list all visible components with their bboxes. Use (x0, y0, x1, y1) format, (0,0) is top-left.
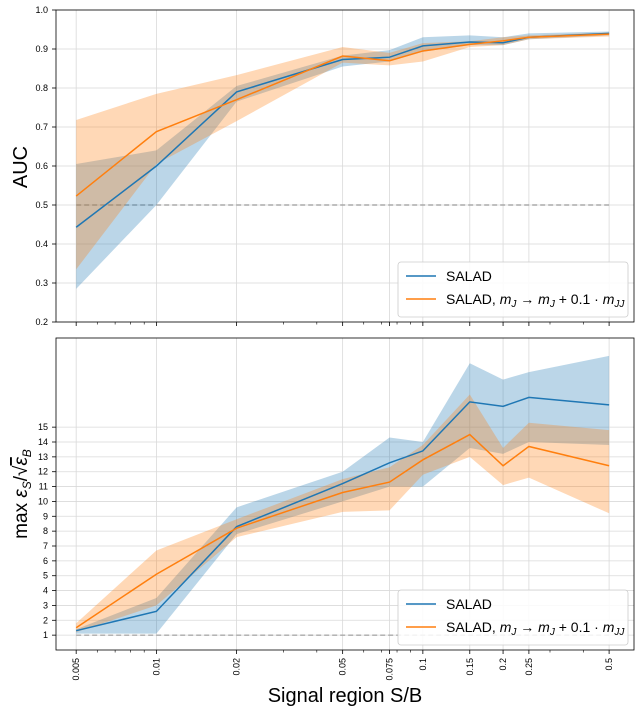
y-tick-label: 14 (38, 437, 48, 447)
x-tick-label: 0.2 (498, 658, 508, 671)
x-tick-label: 0.1 (418, 658, 428, 671)
auc-legend-label-salad: SALAD (446, 268, 492, 284)
auc-legend-label-salad-shifted: SALAD, mJ → mJ + 0.1 · mJJ (446, 291, 625, 310)
y-tick-label: 12 (38, 467, 48, 477)
auc-panel: 0.2 0.3 0.4 0.5 0.6 0.7 0.8 0.9 1.0 AUC SALAD SA… (10, 5, 635, 327)
uncertainty-band-1 (76, 32, 610, 270)
significance-legend-label-salad-shifted: SALAD, mJ → mJ + 0.1 · mJJ (446, 619, 625, 638)
y-tick-label: 13 (38, 452, 48, 462)
y-tick-label: 8 (43, 526, 48, 536)
y-tick-label: 4 (43, 586, 48, 596)
y-tick-label: 0.5 (35, 200, 48, 210)
y-tick-label: 11 (39, 482, 48, 492)
x-tick-label: 0.01 (151, 658, 161, 676)
y-tick-label: 0.7 (35, 122, 48, 132)
y-tick-label: 5 (43, 571, 48, 581)
auc-y-ticks: 0.2 0.3 0.4 0.5 0.6 0.7 0.8 0.9 1.0 (35, 5, 56, 327)
uncertainty-band-0 (76, 355, 610, 634)
x-tick-label: 0.05 (338, 658, 348, 676)
series-line-1 (75, 433, 610, 629)
y-tick-label: 3 (43, 600, 48, 610)
y-tick-label: 0.2 (35, 317, 48, 327)
y-tick-label: 0.3 (35, 278, 48, 288)
auc-bands (76, 31, 610, 289)
y-tick-label: 9 (43, 511, 48, 521)
y-tick-label: 6 (43, 556, 48, 566)
y-tick-label: 15 (38, 422, 48, 432)
auc-grid (56, 9, 634, 323)
x-tick-label: 0.075 (385, 658, 395, 681)
auc-x-ticks (75, 322, 610, 326)
auc-lines (75, 32, 610, 228)
y-tick-label: 0.4 (35, 239, 48, 249)
auc-legend-box (397, 261, 629, 318)
auc-y-axis-label: AUC (10, 146, 32, 188)
x-tick-label: 0.15 (465, 658, 475, 676)
y-tick-label: 0.9 (35, 44, 48, 54)
x-tick-label: 0.005 (71, 658, 81, 681)
y-tick-label: 1.0 (35, 5, 48, 15)
series-line-1 (75, 33, 610, 197)
y-tick-label: 7 (43, 541, 48, 551)
series-line-0 (75, 32, 610, 228)
x-tick-label: 0.02 (232, 658, 242, 676)
significance-legend: SALAD SALAD, mJ → mJ + 0.1 · mJJ (397, 589, 629, 646)
x-tick-label: 0.5 (604, 658, 614, 671)
significance-bands (76, 355, 610, 634)
x-tick-label: 0.25 (524, 658, 534, 676)
significance-lines (75, 396, 610, 632)
y-tick-label: 2 (43, 615, 48, 625)
series-line-0 (76, 396, 610, 632)
uncertainty-band-1 (76, 394, 610, 633)
x-axis-label: Signal region S/B (268, 685, 423, 707)
significance-y-axis-label: max εS/√εB (11, 449, 34, 539)
significance-plot-frame (55, 337, 635, 651)
significance-legend-label-salad: SALAD (446, 596, 492, 612)
y-tick-label: 1 (43, 630, 48, 640)
y-tick-label: 0.6 (35, 161, 48, 171)
y-tick-label: 0.8 (35, 83, 48, 93)
auc-legend: SALAD SALAD, mJ → mJ + 0.1 · mJJ (397, 261, 629, 318)
y-tick-label: 10 (38, 496, 48, 506)
auc-plot-frame (55, 9, 635, 323)
significance-x-ticks: 0.005 0.01 0.02 0.05 0.075 0.1 0.15 0.2 0.25 0.5 (71, 650, 614, 681)
uncertainty-band-0 (76, 31, 610, 289)
significance-legend-box (397, 589, 629, 646)
